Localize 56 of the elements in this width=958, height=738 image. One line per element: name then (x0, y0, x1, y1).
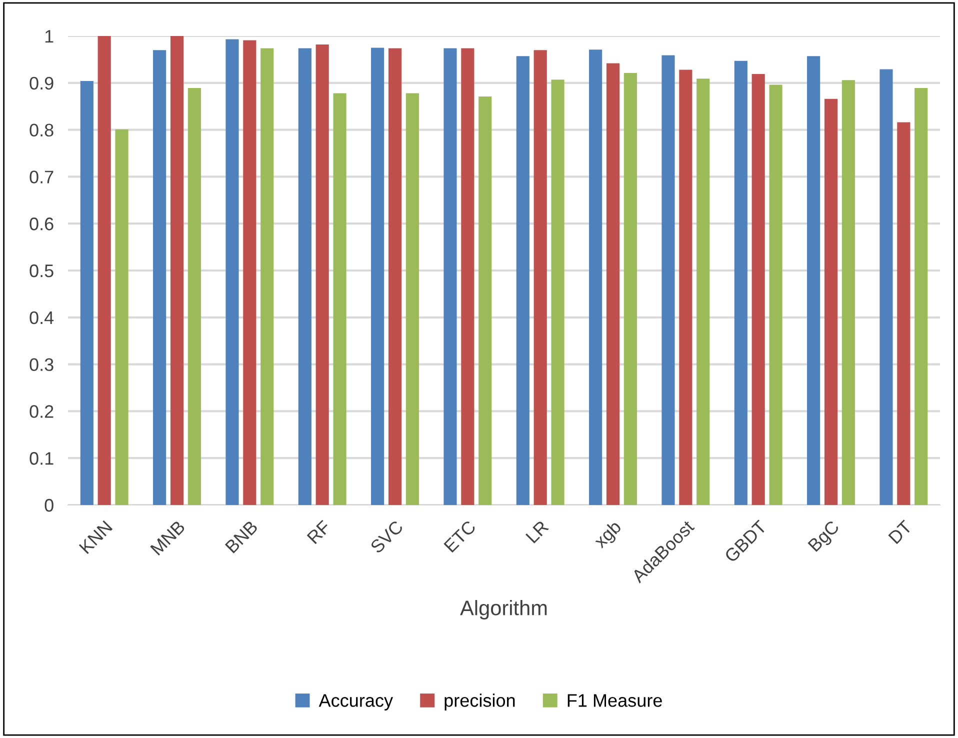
bar (606, 63, 620, 505)
bar (316, 44, 329, 505)
bar (679, 70, 692, 505)
bar (880, 69, 893, 505)
bar (98, 36, 111, 505)
bar (478, 96, 492, 505)
bar (444, 48, 457, 505)
bar (624, 73, 637, 505)
bar (226, 39, 239, 505)
bar (260, 48, 274, 505)
bar (333, 93, 346, 505)
y-tick-label: 0.8 (30, 124, 54, 137)
y-tick-label: 1 (45, 30, 54, 43)
bar (80, 81, 94, 505)
bar (807, 56, 820, 505)
y-tick-label: 0.7 (30, 170, 54, 184)
y-tick-label: 0.3 (30, 358, 54, 372)
bar (516, 56, 530, 505)
bar (115, 129, 128, 505)
bar (662, 55, 675, 505)
bar (914, 88, 928, 505)
x-tick-label: BgC (808, 520, 842, 555)
y-tick-label: 0.5 (30, 264, 54, 278)
bar (371, 48, 384, 505)
bar (388, 48, 402, 505)
bar (188, 88, 201, 505)
bar (589, 50, 602, 505)
x-tick-label: LR (526, 520, 549, 544)
bar (769, 84, 782, 505)
bar (534, 50, 547, 505)
bar (842, 80, 855, 505)
bar (243, 40, 256, 505)
bar (551, 80, 564, 505)
bar (153, 50, 166, 505)
bar (734, 60, 748, 505)
legend-label: F1 Measure (568, 694, 662, 707)
bar (298, 48, 312, 505)
y-tick-label: 0.2 (30, 405, 54, 418)
legend-label: precision (444, 694, 515, 710)
y-tick-label: 0 (44, 498, 54, 512)
x-tick-label: DT (888, 520, 913, 544)
y-tick-label: 0.9 (30, 76, 54, 90)
bar (824, 98, 838, 505)
y-tick-label: 0.4 (30, 311, 54, 324)
bar (406, 93, 419, 505)
bar (170, 36, 184, 505)
bar (461, 48, 474, 505)
y-tick-label: 0.1 (30, 452, 54, 465)
legend-label: Accuracy (318, 694, 393, 710)
x-axis-title: Algorithm (460, 600, 547, 620)
bar (897, 122, 910, 505)
bar (696, 78, 710, 505)
x-tick-label: xgb (592, 519, 624, 552)
bar (752, 74, 765, 505)
y-tick-label: 0.6 (30, 218, 54, 230)
x-tick-label: RF (306, 520, 332, 544)
